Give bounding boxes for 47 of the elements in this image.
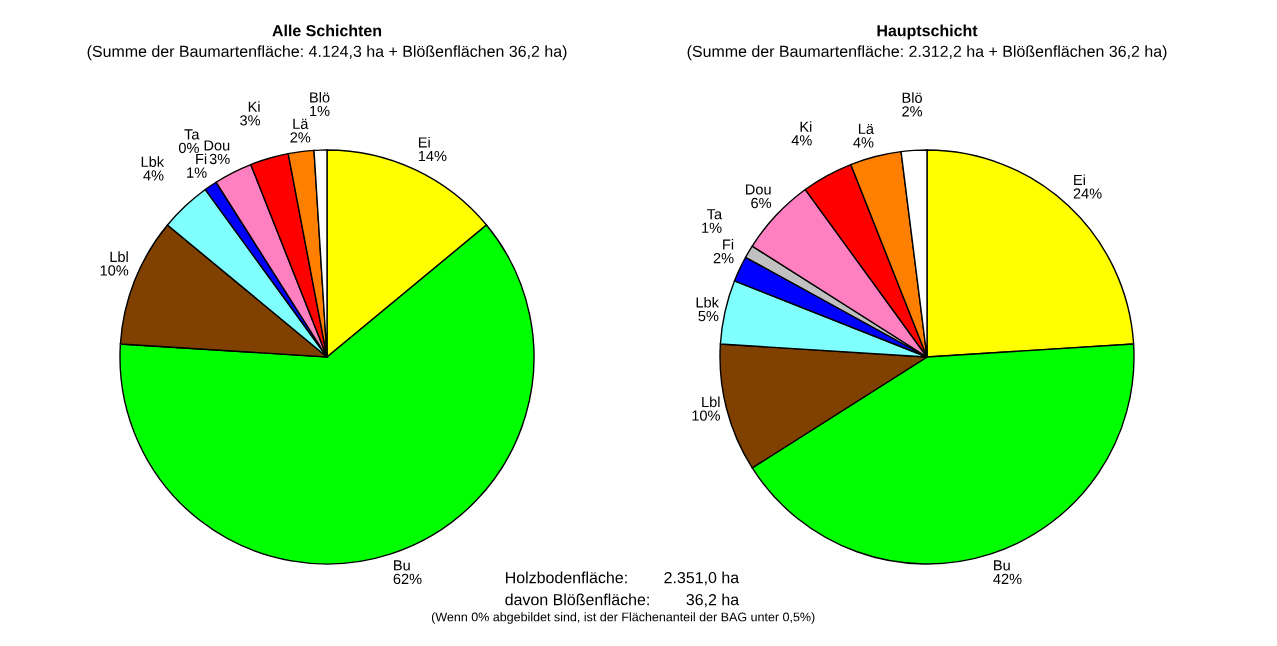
slice-label: Lbk <box>696 296 719 308</box>
text: (Wenn 0% abgebildet sind, ist der Flächenanteil der BAG unter 0,5%) <box>431 612 815 624</box>
slice-label: Bu <box>394 560 410 571</box>
data-label: 3% <box>209 153 230 165</box>
slice-label: Ta <box>707 209 723 220</box>
text: Holzbodenfläche: 2.351,0 ha <box>506 571 740 586</box>
text: 0% <box>178 142 199 154</box>
slice-label: Lbl <box>702 396 720 408</box>
data-label: 5% <box>698 310 719 322</box>
data-label: 10% <box>100 265 129 276</box>
data-label: 42% <box>993 573 1022 585</box>
data-label: 6% <box>751 197 772 209</box>
chart-subtitle: (Summe der Baumartenfläche: 2.312,2 ha + Blößenflächen 36,2 ha) <box>687 45 1167 61</box>
data-label: 14% <box>418 150 447 162</box>
slice-label: Lbk <box>141 156 165 167</box>
chart-title: Alle Schichten <box>272 24 382 37</box>
data-label: 24% <box>1073 188 1102 199</box>
data-label: 4% <box>143 170 164 181</box>
slice-label: Dou <box>204 140 230 151</box>
data-label: 4% <box>791 135 812 146</box>
slice-label: Blö <box>902 92 922 103</box>
slice-label: Ei <box>1074 174 1085 185</box>
text: davon Blößenfläche: 36,2 ha <box>505 593 740 608</box>
slice-label: Lä <box>858 123 874 135</box>
slice-label: Ei <box>418 136 430 148</box>
data-label: 10% <box>692 410 720 421</box>
slice-label: Bu <box>994 560 1010 571</box>
slice-label: Lbl <box>110 251 128 263</box>
data-label: 2% <box>713 253 734 264</box>
data-label: 1% <box>187 167 207 178</box>
data-label: 4% <box>853 137 874 148</box>
slice-label: Lä <box>293 118 309 129</box>
data-label: 62% <box>393 573 422 585</box>
chart-title: Hauptschicht <box>877 24 978 40</box>
slice-label: Blö <box>310 91 330 103</box>
data-label: 3% <box>240 115 261 126</box>
slice-label: Ki <box>248 101 260 112</box>
slice-label: Dou <box>746 184 771 195</box>
data-label: 2% <box>290 132 311 143</box>
data-label: 1% <box>702 222 722 233</box>
slice-label: Fi <box>196 153 207 165</box>
data-label: 2% <box>902 106 923 117</box>
category-label: Ta <box>184 129 200 140</box>
slice-label: Ki <box>800 121 812 132</box>
data-label: 1% <box>310 105 330 117</box>
chart-subtitle: (Summe der Baumartenfläche: 4.124,3 ha + Blößenflächen 36,2 ha) <box>87 45 567 61</box>
slice-label: Fi <box>723 239 734 250</box>
